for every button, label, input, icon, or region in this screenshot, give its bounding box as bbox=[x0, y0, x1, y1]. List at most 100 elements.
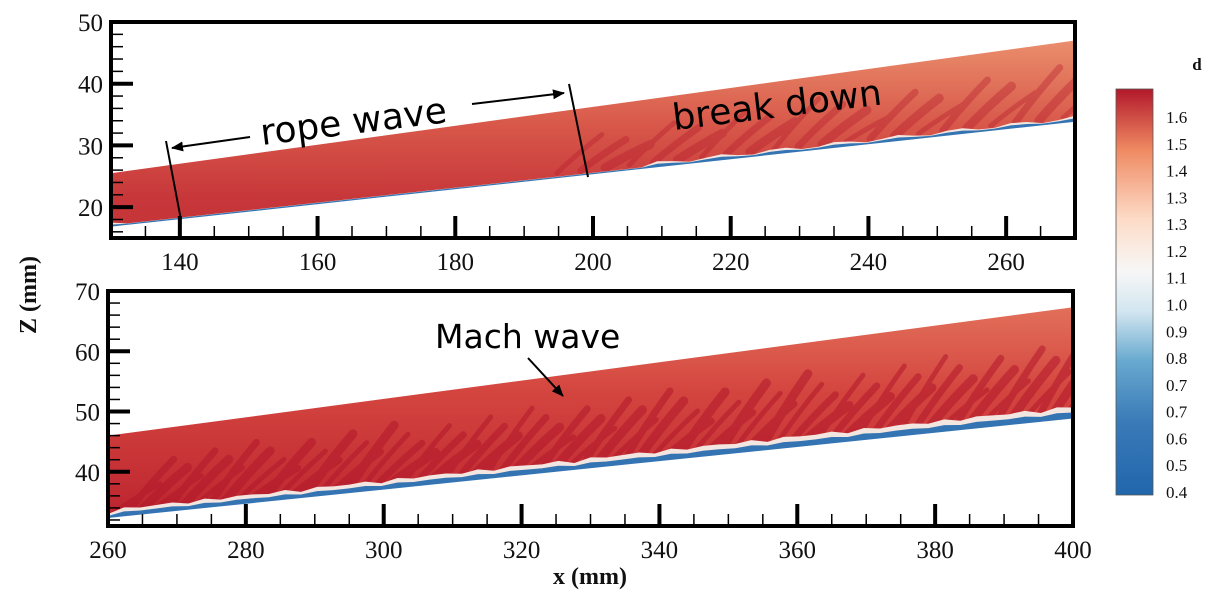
rope-wave-marker-left bbox=[165, 140, 182, 221]
colorbar-label: 0.7 bbox=[1166, 376, 1188, 395]
panel-top: 20 30 40 50 140 160 180 200 220 240 260 bbox=[78, 10, 1077, 276]
colorbar-label: 0.7 bbox=[1166, 403, 1188, 422]
x-tick-label: 280 bbox=[227, 537, 265, 564]
streak bbox=[580, 396, 633, 468]
streak bbox=[817, 105, 872, 149]
streak bbox=[898, 354, 949, 434]
colorbar-label: 1.3 bbox=[1166, 215, 1187, 234]
shear-layer-blue bbox=[108, 412, 1073, 518]
streak bbox=[672, 128, 727, 165]
mach-wave-label: Mach wave bbox=[435, 317, 620, 356]
panel-bottom: 40 50 60 70 260 280 300 320 340 360 380 400 bbox=[75, 279, 1092, 564]
wall-layer bbox=[108, 407, 1073, 518]
x-tick-label: 260 bbox=[89, 537, 127, 564]
streak bbox=[414, 431, 467, 485]
rope-wave-arrow-left bbox=[171, 136, 251, 152]
streak bbox=[794, 100, 847, 151]
colorbar-label: 1.6 bbox=[1166, 108, 1187, 127]
panel-bottom-plot-area bbox=[108, 307, 1073, 518]
x-tick-label: 220 bbox=[712, 249, 750, 276]
density-field bbox=[111, 40, 1075, 226]
streak bbox=[915, 101, 966, 137]
y-tick-label: 70 bbox=[75, 279, 100, 306]
streak bbox=[621, 387, 674, 464]
streak bbox=[554, 132, 605, 176]
streak bbox=[166, 447, 219, 511]
streak bbox=[675, 387, 730, 459]
streak bbox=[497, 414, 550, 476]
rope-wave-arrow-right bbox=[471, 89, 565, 105]
x-tick-label: 240 bbox=[850, 249, 888, 276]
x-tick-label: 340 bbox=[641, 537, 679, 564]
mach-wave-annotation: Mach wave bbox=[435, 317, 620, 397]
y-tick-label: 40 bbox=[75, 460, 100, 487]
streak bbox=[1035, 349, 1073, 421]
y-tick-label: 60 bbox=[75, 339, 100, 366]
y-tick-label: 20 bbox=[78, 195, 103, 222]
colorbar-gradient bbox=[1115, 88, 1154, 496]
streak bbox=[938, 76, 991, 135]
shear-layer-blue bbox=[111, 118, 1075, 227]
colorbar-label: 0.8 bbox=[1166, 349, 1187, 368]
streak bbox=[484, 405, 535, 477]
x-tick-label: 260 bbox=[987, 249, 1025, 276]
shear-layer-light bbox=[111, 115, 1075, 226]
streak bbox=[649, 124, 702, 167]
streak bbox=[626, 120, 677, 168]
y-tick-label: 50 bbox=[75, 400, 100, 427]
y-tick-label: 30 bbox=[78, 133, 103, 160]
x-tick-label: 180 bbox=[437, 249, 475, 276]
y-tick-label: 50 bbox=[78, 10, 103, 37]
streak bbox=[1060, 103, 1075, 121]
density-field bbox=[108, 307, 1073, 517]
colorbar-label: 0.9 bbox=[1166, 322, 1187, 341]
colorbar: d 1.6 1.5 1.4 1.3 1.3 1.2 1.1 1.0 0.9 0.8 0.7 0.7 0.… bbox=[1115, 55, 1202, 502]
x-tick-label: 200 bbox=[574, 249, 612, 276]
streak bbox=[443, 414, 494, 481]
colorbar-label: 1.0 bbox=[1166, 296, 1187, 315]
streak bbox=[207, 438, 260, 506]
streak bbox=[538, 405, 591, 472]
colorbar-title: d bbox=[1192, 55, 1202, 74]
streak bbox=[722, 112, 775, 159]
streak bbox=[843, 113, 894, 145]
colorbar-label: 1.2 bbox=[1166, 242, 1187, 261]
y-tick-label: 40 bbox=[78, 72, 103, 99]
streak bbox=[125, 455, 178, 515]
streak bbox=[179, 454, 234, 510]
streak bbox=[716, 378, 771, 455]
streak bbox=[758, 369, 813, 450]
streak bbox=[866, 88, 919, 143]
x-axis-title: x (mm) bbox=[553, 564, 627, 590]
x-tick-label: 320 bbox=[503, 537, 541, 564]
streak bbox=[373, 439, 426, 489]
streak bbox=[401, 423, 452, 485]
streak bbox=[600, 140, 655, 173]
colorbar-label: 0.6 bbox=[1166, 429, 1187, 448]
x-tick-label: 160 bbox=[299, 249, 337, 276]
x-tick-label: 360 bbox=[779, 537, 817, 564]
colorbar-label: 1.4 bbox=[1166, 162, 1188, 181]
streak bbox=[952, 354, 1005, 430]
streak bbox=[771, 96, 822, 153]
colorbar-label: 0.4 bbox=[1166, 483, 1188, 502]
x-tick-label: 400 bbox=[1054, 537, 1092, 564]
wall-layer bbox=[111, 115, 1075, 227]
streak bbox=[698, 108, 749, 160]
streak bbox=[988, 89, 1039, 129]
streak bbox=[962, 81, 1017, 134]
mach-wave-arrow bbox=[527, 357, 564, 397]
colorbar-label: 1.5 bbox=[1166, 135, 1187, 154]
streak bbox=[577, 135, 630, 175]
streak bbox=[650, 408, 701, 460]
streak bbox=[319, 440, 370, 494]
turbulent-streaks bbox=[554, 64, 1075, 176]
streak bbox=[137, 462, 192, 514]
rope-wave-marker-right bbox=[568, 83, 589, 178]
colorbar-label: 0.5 bbox=[1166, 456, 1187, 475]
streak bbox=[344, 420, 399, 493]
streak bbox=[889, 93, 944, 141]
streak bbox=[220, 446, 275, 506]
x-tick-label: 380 bbox=[916, 537, 954, 564]
